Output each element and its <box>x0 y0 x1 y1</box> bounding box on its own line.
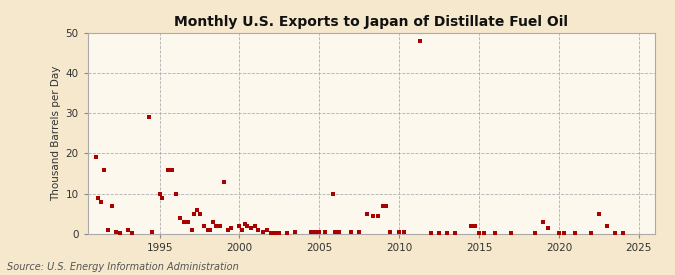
Point <box>154 191 165 196</box>
Point <box>415 39 426 43</box>
Point <box>178 219 189 224</box>
Point <box>330 230 341 234</box>
Point <box>189 211 200 216</box>
Point <box>103 227 113 232</box>
Point <box>166 167 177 172</box>
Title: Monthly U.S. Exports to Japan of Distillate Fuel Oil: Monthly U.S. Exports to Japan of Distill… <box>174 15 568 29</box>
Point <box>537 219 548 224</box>
Point <box>170 191 181 196</box>
Point <box>192 207 202 212</box>
Point <box>618 230 628 235</box>
Point <box>585 230 596 235</box>
Point <box>218 179 229 184</box>
Point <box>570 230 580 235</box>
Point <box>234 224 245 228</box>
Point <box>593 211 604 216</box>
Point <box>202 227 213 232</box>
Point <box>373 213 383 218</box>
Point <box>270 230 281 235</box>
Point <box>96 199 107 204</box>
Point <box>205 227 215 232</box>
Point <box>282 230 293 235</box>
Point <box>240 222 250 226</box>
Point <box>559 230 570 235</box>
Point <box>384 230 395 234</box>
Point <box>99 167 109 172</box>
Point <box>122 227 133 232</box>
Point <box>327 191 338 196</box>
Point <box>610 230 620 235</box>
Point <box>262 227 273 232</box>
Point <box>198 224 209 228</box>
Point <box>174 216 185 220</box>
Text: Source: U.S. Energy Information Administration: Source: U.S. Energy Information Administ… <box>7 262 238 272</box>
Point <box>194 211 205 216</box>
Point <box>182 219 193 224</box>
Point <box>126 230 137 235</box>
Point <box>381 204 392 208</box>
Point <box>90 155 101 160</box>
Point <box>157 196 168 200</box>
Point <box>162 167 173 172</box>
Point <box>222 227 233 232</box>
Point <box>530 230 541 235</box>
Y-axis label: Thousand Barrels per Day: Thousand Barrels per Day <box>51 66 61 201</box>
Point <box>226 226 237 230</box>
Point <box>441 230 452 235</box>
Point <box>489 230 500 235</box>
Point <box>290 230 301 234</box>
Point <box>394 230 404 234</box>
Point <box>362 211 373 216</box>
Point <box>214 224 225 228</box>
Point <box>250 224 261 228</box>
Point <box>474 230 485 235</box>
Point <box>93 196 104 200</box>
Point <box>479 230 490 235</box>
Point <box>367 213 378 218</box>
Point <box>114 230 125 235</box>
Point <box>207 219 218 224</box>
Point <box>543 226 554 230</box>
Point <box>186 227 197 232</box>
Point <box>110 230 121 234</box>
Point <box>334 230 345 234</box>
Point <box>378 204 389 208</box>
Point <box>354 230 364 234</box>
Point <box>314 230 325 234</box>
Point <box>470 224 481 228</box>
Point <box>306 230 317 234</box>
Point <box>319 230 330 234</box>
Point <box>466 224 477 228</box>
Point <box>242 224 253 228</box>
Point <box>237 227 248 232</box>
Point <box>258 230 269 234</box>
Point <box>310 230 321 234</box>
Point <box>426 230 437 235</box>
Point <box>399 230 410 234</box>
Point <box>252 227 263 232</box>
Point <box>346 230 356 234</box>
Point <box>246 226 257 230</box>
Point <box>434 230 445 235</box>
Point <box>144 115 155 120</box>
Point <box>210 224 221 228</box>
Point <box>146 230 157 234</box>
Point <box>106 204 117 208</box>
Point <box>450 230 460 235</box>
Point <box>554 230 564 235</box>
Point <box>601 224 612 228</box>
Point <box>506 230 516 235</box>
Point <box>274 230 285 235</box>
Point <box>266 230 277 235</box>
